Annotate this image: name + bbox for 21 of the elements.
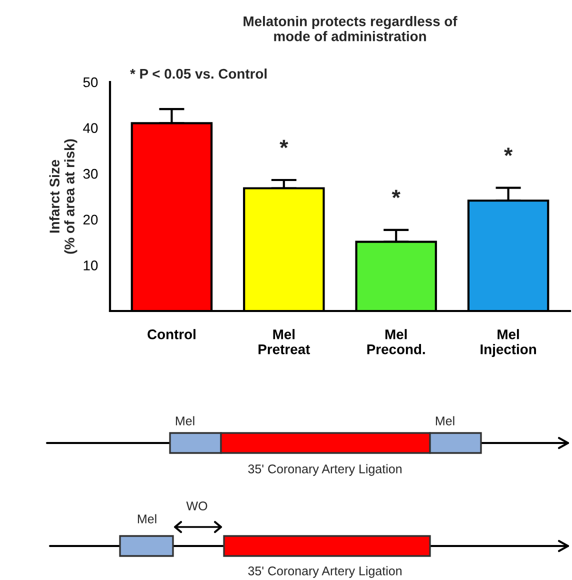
text: Mel: [138, 514, 156, 524]
text: 35' Coronary Artery Ligation: [248, 566, 402, 578]
x-tick-label: Mel Pretreat: [258, 329, 310, 354]
y-tick-label: 40: [83, 123, 98, 133]
x-tick-label: Mel Injection: [480, 329, 536, 357]
x-tick-label: Control: [148, 329, 196, 340]
text: Mel: [436, 416, 454, 426]
text: 35' Coronary Artery Ligation: [248, 464, 402, 476]
y-tick-label: 30: [83, 168, 98, 179]
y-tick-label: 50: [83, 77, 98, 88]
x-tick-label: Mel Precond.: [367, 329, 425, 354]
annotation: *: [392, 190, 400, 198]
y-tick-label: 10: [84, 260, 98, 270]
annotation: *: [280, 140, 288, 148]
y-tick-label: 20: [83, 214, 98, 225]
y-axis-title: Infarct Size (% of area at risk): [49, 139, 78, 254]
annotation: *: [504, 148, 513, 156]
text: * P < 0.05 vs. Control: [130, 68, 267, 79]
text: Mel: [176, 416, 194, 426]
text: WO: [186, 502, 208, 510]
chart-title: Melatonin protects regardless of mode of administration: [244, 16, 458, 42]
